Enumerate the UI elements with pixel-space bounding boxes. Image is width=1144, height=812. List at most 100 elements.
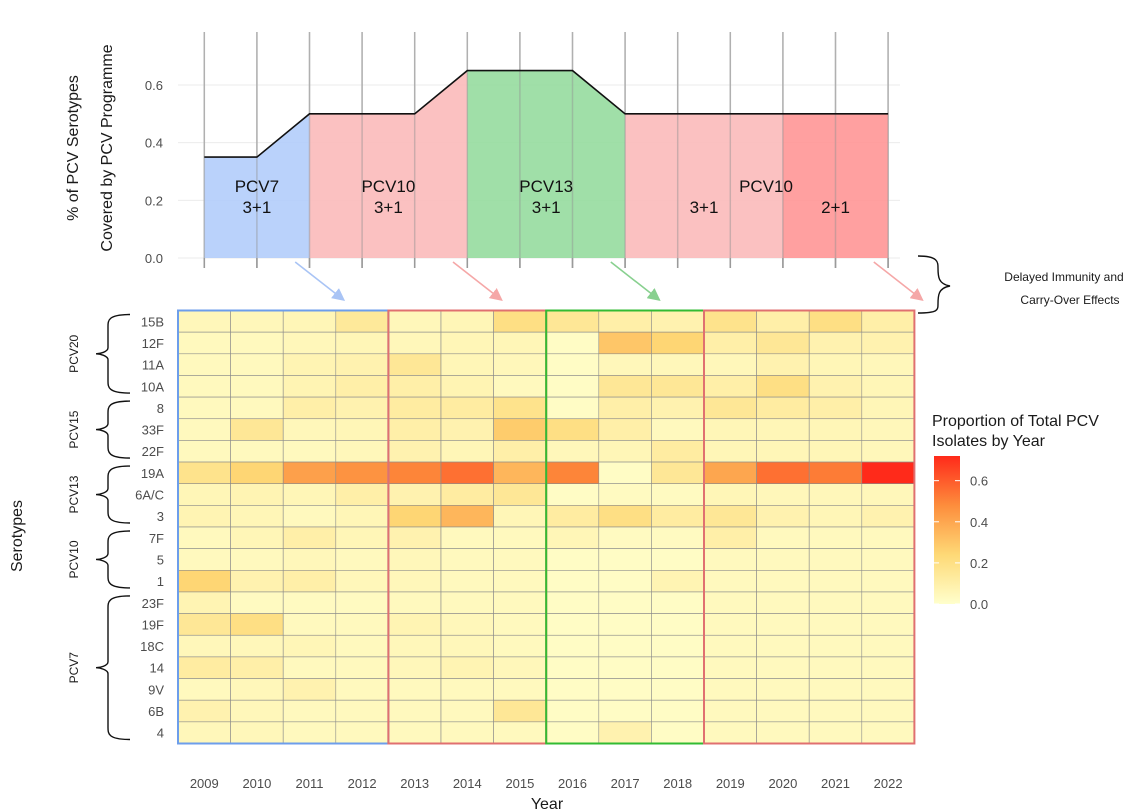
heatmap-cell bbox=[598, 699, 652, 723]
heatmap-cell bbox=[282, 483, 337, 506]
heatmap-cell bbox=[861, 375, 915, 398]
heatmap-cell bbox=[598, 396, 652, 420]
heatmap-cell bbox=[756, 569, 810, 593]
heatmap-cell bbox=[440, 331, 494, 355]
heatmap-cell bbox=[808, 699, 863, 723]
heatmap-cell bbox=[335, 613, 389, 636]
heatmap-cell bbox=[230, 331, 284, 355]
heatmap-cell bbox=[808, 505, 863, 528]
heatmap-cell bbox=[756, 526, 810, 549]
heatmap-cell bbox=[177, 548, 231, 571]
heatmap-cell bbox=[177, 375, 231, 398]
y-tick-label: 0.0 bbox=[145, 251, 163, 266]
heatmap-cell bbox=[756, 656, 810, 679]
heatmap-cell bbox=[282, 721, 337, 744]
transition-arrow bbox=[610, 261, 661, 301]
heatmap-cell bbox=[282, 461, 337, 484]
heatmap-cell bbox=[651, 569, 705, 593]
heatmap-cell bbox=[703, 656, 757, 679]
year-label: 2009 bbox=[190, 776, 219, 791]
coverage-line bbox=[204, 69, 889, 158]
legend-title-line2: Isolates by Year bbox=[932, 433, 1046, 450]
heatmap-cell bbox=[651, 418, 705, 441]
heatmap-cell bbox=[808, 526, 863, 549]
heatmap-cell bbox=[651, 721, 705, 744]
heatmap-cell bbox=[388, 634, 442, 658]
heatmap-cell bbox=[545, 721, 600, 744]
heatmap-cell bbox=[598, 526, 652, 549]
heatmap-cell bbox=[756, 396, 810, 420]
heatmap-cell bbox=[335, 375, 389, 398]
heatmap-cell bbox=[703, 483, 757, 506]
heatmap-cell bbox=[493, 396, 547, 420]
heatmap-cell bbox=[335, 591, 389, 614]
heatmap-cell bbox=[230, 505, 284, 528]
y-axis-title-line2: Covered by PCV Programme bbox=[99, 44, 116, 251]
year-label: 2011 bbox=[296, 776, 324, 791]
heatmap-cell bbox=[440, 569, 494, 593]
year-label: 2021 bbox=[821, 776, 850, 791]
heatmap-cell bbox=[230, 418, 284, 441]
heatmap-cell bbox=[335, 634, 389, 658]
heatmap-cell bbox=[440, 721, 494, 744]
heatmap-cell bbox=[493, 634, 547, 658]
heatmap-cell bbox=[861, 505, 915, 528]
heatmap-cell bbox=[598, 418, 652, 441]
heatmap-cell bbox=[282, 353, 337, 376]
heatmap-cell bbox=[861, 331, 915, 355]
year-label: 2020 bbox=[768, 776, 797, 791]
heatmap-cell bbox=[861, 721, 915, 744]
heatmap-cell bbox=[335, 331, 389, 355]
heatmap-cell bbox=[440, 505, 494, 528]
annotation-brace bbox=[917, 255, 951, 314]
heatmap-cell bbox=[861, 634, 915, 658]
heatmap-cell bbox=[493, 483, 547, 506]
segment-name-label: PCV13 bbox=[519, 177, 573, 196]
serotype-label: 19A bbox=[141, 466, 164, 481]
year-label: 2022 bbox=[874, 776, 903, 791]
group-label: PCV13 bbox=[67, 475, 81, 513]
serotype-label: 1 bbox=[157, 574, 164, 589]
heatmap-cell bbox=[756, 634, 810, 658]
heatmap-cell bbox=[651, 353, 705, 376]
heatmap-cell bbox=[756, 461, 810, 484]
heatmap-cell bbox=[335, 699, 389, 723]
heatmap-cell bbox=[808, 310, 863, 333]
heatmap-cell bbox=[440, 613, 494, 636]
heatmap-cell bbox=[388, 656, 442, 679]
serotype-label: 4 bbox=[157, 726, 164, 741]
heatmap-cell bbox=[177, 656, 231, 679]
year-label: 2018 bbox=[663, 776, 692, 791]
heatmap-cell bbox=[177, 483, 231, 506]
heatmap-cell bbox=[808, 461, 863, 484]
heatmap-cell bbox=[808, 375, 863, 398]
heatmap-cell bbox=[177, 331, 231, 355]
heatmap-cell bbox=[703, 310, 757, 333]
heatmap-cell bbox=[440, 375, 494, 398]
heatmap-cell bbox=[230, 634, 284, 658]
heatmap-cell bbox=[177, 461, 231, 484]
heatmap-cell bbox=[335, 548, 389, 571]
heatmap-cell bbox=[861, 310, 915, 333]
heatmap-cell bbox=[282, 699, 337, 723]
year-label: 2019 bbox=[716, 776, 745, 791]
segment-schedule-label: 3+1 bbox=[532, 198, 561, 217]
heatmap-cell bbox=[598, 483, 652, 506]
heatmap-cell bbox=[808, 483, 863, 506]
heatmap-cell bbox=[598, 548, 652, 571]
heatmap-cell bbox=[651, 440, 705, 463]
heatmap-cell bbox=[230, 548, 284, 571]
heatmap-cell bbox=[282, 375, 337, 398]
heatmap-cell bbox=[388, 591, 442, 614]
heatmap-cell bbox=[545, 461, 600, 484]
heatmap-cell bbox=[493, 375, 547, 398]
heatmap-cell bbox=[756, 591, 810, 614]
heatmap-cell bbox=[440, 526, 494, 549]
heatmap-cell bbox=[703, 418, 757, 441]
heatmap-cell bbox=[335, 483, 389, 506]
heatmap-cell bbox=[230, 310, 284, 333]
heatmap-cell bbox=[598, 678, 652, 701]
heatmap-cell bbox=[861, 418, 915, 441]
heatmap-cell bbox=[335, 678, 389, 701]
